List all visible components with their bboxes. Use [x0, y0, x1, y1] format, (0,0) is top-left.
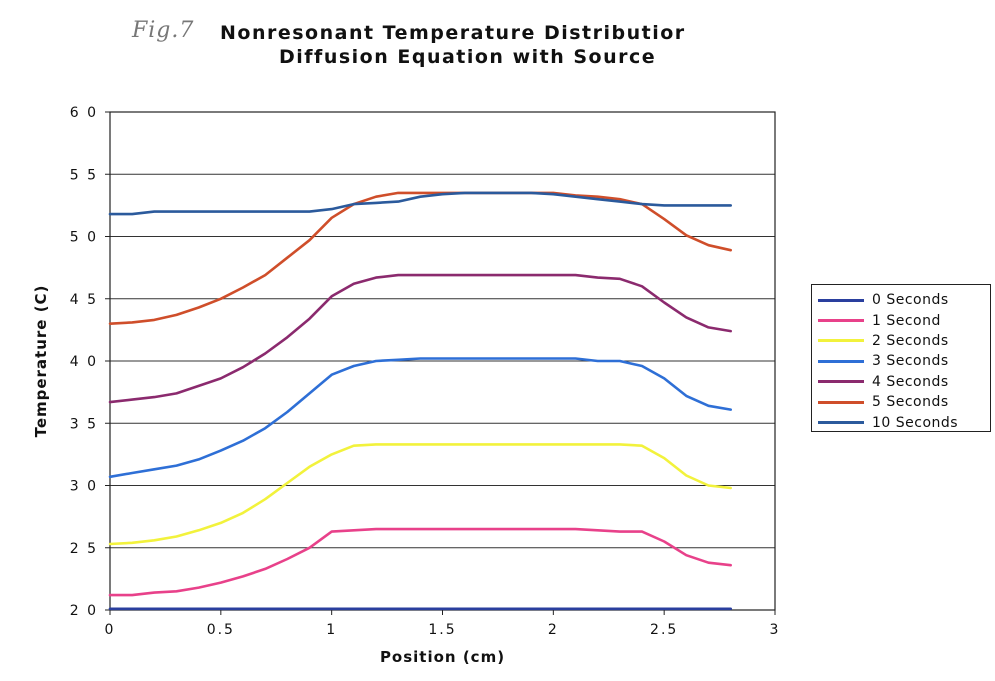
legend-label: 4 Seconds — [872, 373, 949, 390]
legend-label: 10 Seconds — [872, 414, 959, 431]
y-tick-label: 5 5 — [70, 167, 98, 183]
x-axis-ticks: 0 0.5 1 1.5 2 2.5 3 — [105, 610, 781, 638]
figure-number-label: Fig.7 — [132, 18, 195, 43]
x-tick-label: 0.5 — [207, 622, 235, 638]
x-tick-label: 1 — [326, 622, 337, 638]
legend-swatch — [818, 421, 864, 425]
legend-label: 3 Seconds — [872, 353, 949, 370]
y-axis-ticks: 2 0 2 5 3 0 3 5 4 0 4 5 5 0 5 5 6 0 — [70, 105, 110, 619]
legend-item: 2 Seconds — [818, 331, 990, 351]
y-tick-label: 3 5 — [70, 416, 98, 432]
y-tick-label: 2 5 — [70, 541, 98, 557]
legend-item: 4 Seconds — [818, 372, 990, 392]
chart-legend: 0 Seconds 1 Second 2 Seconds 3 Seconds 4 Sec… — [811, 284, 991, 432]
chart-title-line-2: Diffusion Equation with Source — [279, 46, 657, 68]
y-tick-label: 4 0 — [70, 354, 98, 370]
series-line-1 — [108, 527, 732, 597]
legend-swatch — [818, 319, 864, 323]
legend-label: 5 Seconds — [872, 394, 949, 411]
legend-swatch — [818, 380, 864, 384]
series-line-5 — [108, 191, 732, 325]
legend-swatch — [818, 298, 864, 302]
series-lines — [108, 191, 732, 611]
y-tick-label: 3 0 — [70, 479, 98, 495]
legend-label: 0 Seconds — [872, 292, 949, 309]
x-tick-label: 3 — [770, 622, 781, 638]
x-tick-label: 2.5 — [650, 622, 678, 638]
y-tick-label: 2 0 — [70, 603, 98, 619]
series-line-3 — [108, 357, 732, 479]
series-line-2 — [108, 443, 732, 546]
legend-swatch — [818, 359, 864, 363]
legend-item: 0 Seconds — [818, 290, 990, 310]
legend-item: 10 Seconds — [818, 412, 990, 432]
x-tick-label: 1.5 — [428, 622, 456, 638]
series-line-4 — [108, 273, 732, 404]
legend-label: 2 Seconds — [872, 332, 949, 349]
legend-item: 3 Seconds — [818, 351, 990, 371]
legend-item: 1 Second — [818, 310, 990, 330]
y-tick-label: 4 5 — [70, 292, 98, 308]
chart-title-line-1: Nonresonant Temperature Distributior — [220, 22, 686, 44]
x-tick-label: 2 — [548, 622, 559, 638]
y-tick-label: 6 0 — [70, 105, 98, 121]
y-tick-label: 5 0 — [70, 230, 98, 246]
gridlines — [110, 173, 775, 549]
legend-swatch — [818, 339, 864, 343]
y-axis-label: Temperature (C) — [32, 285, 50, 438]
x-axis-label: Position (cm) — [380, 648, 505, 666]
legend-swatch — [818, 400, 864, 404]
series-line-6 — [108, 191, 732, 216]
x-tick-label: 0 — [105, 622, 116, 638]
legend-label: 1 Second — [872, 312, 941, 329]
legend-item: 5 Seconds — [818, 392, 990, 412]
